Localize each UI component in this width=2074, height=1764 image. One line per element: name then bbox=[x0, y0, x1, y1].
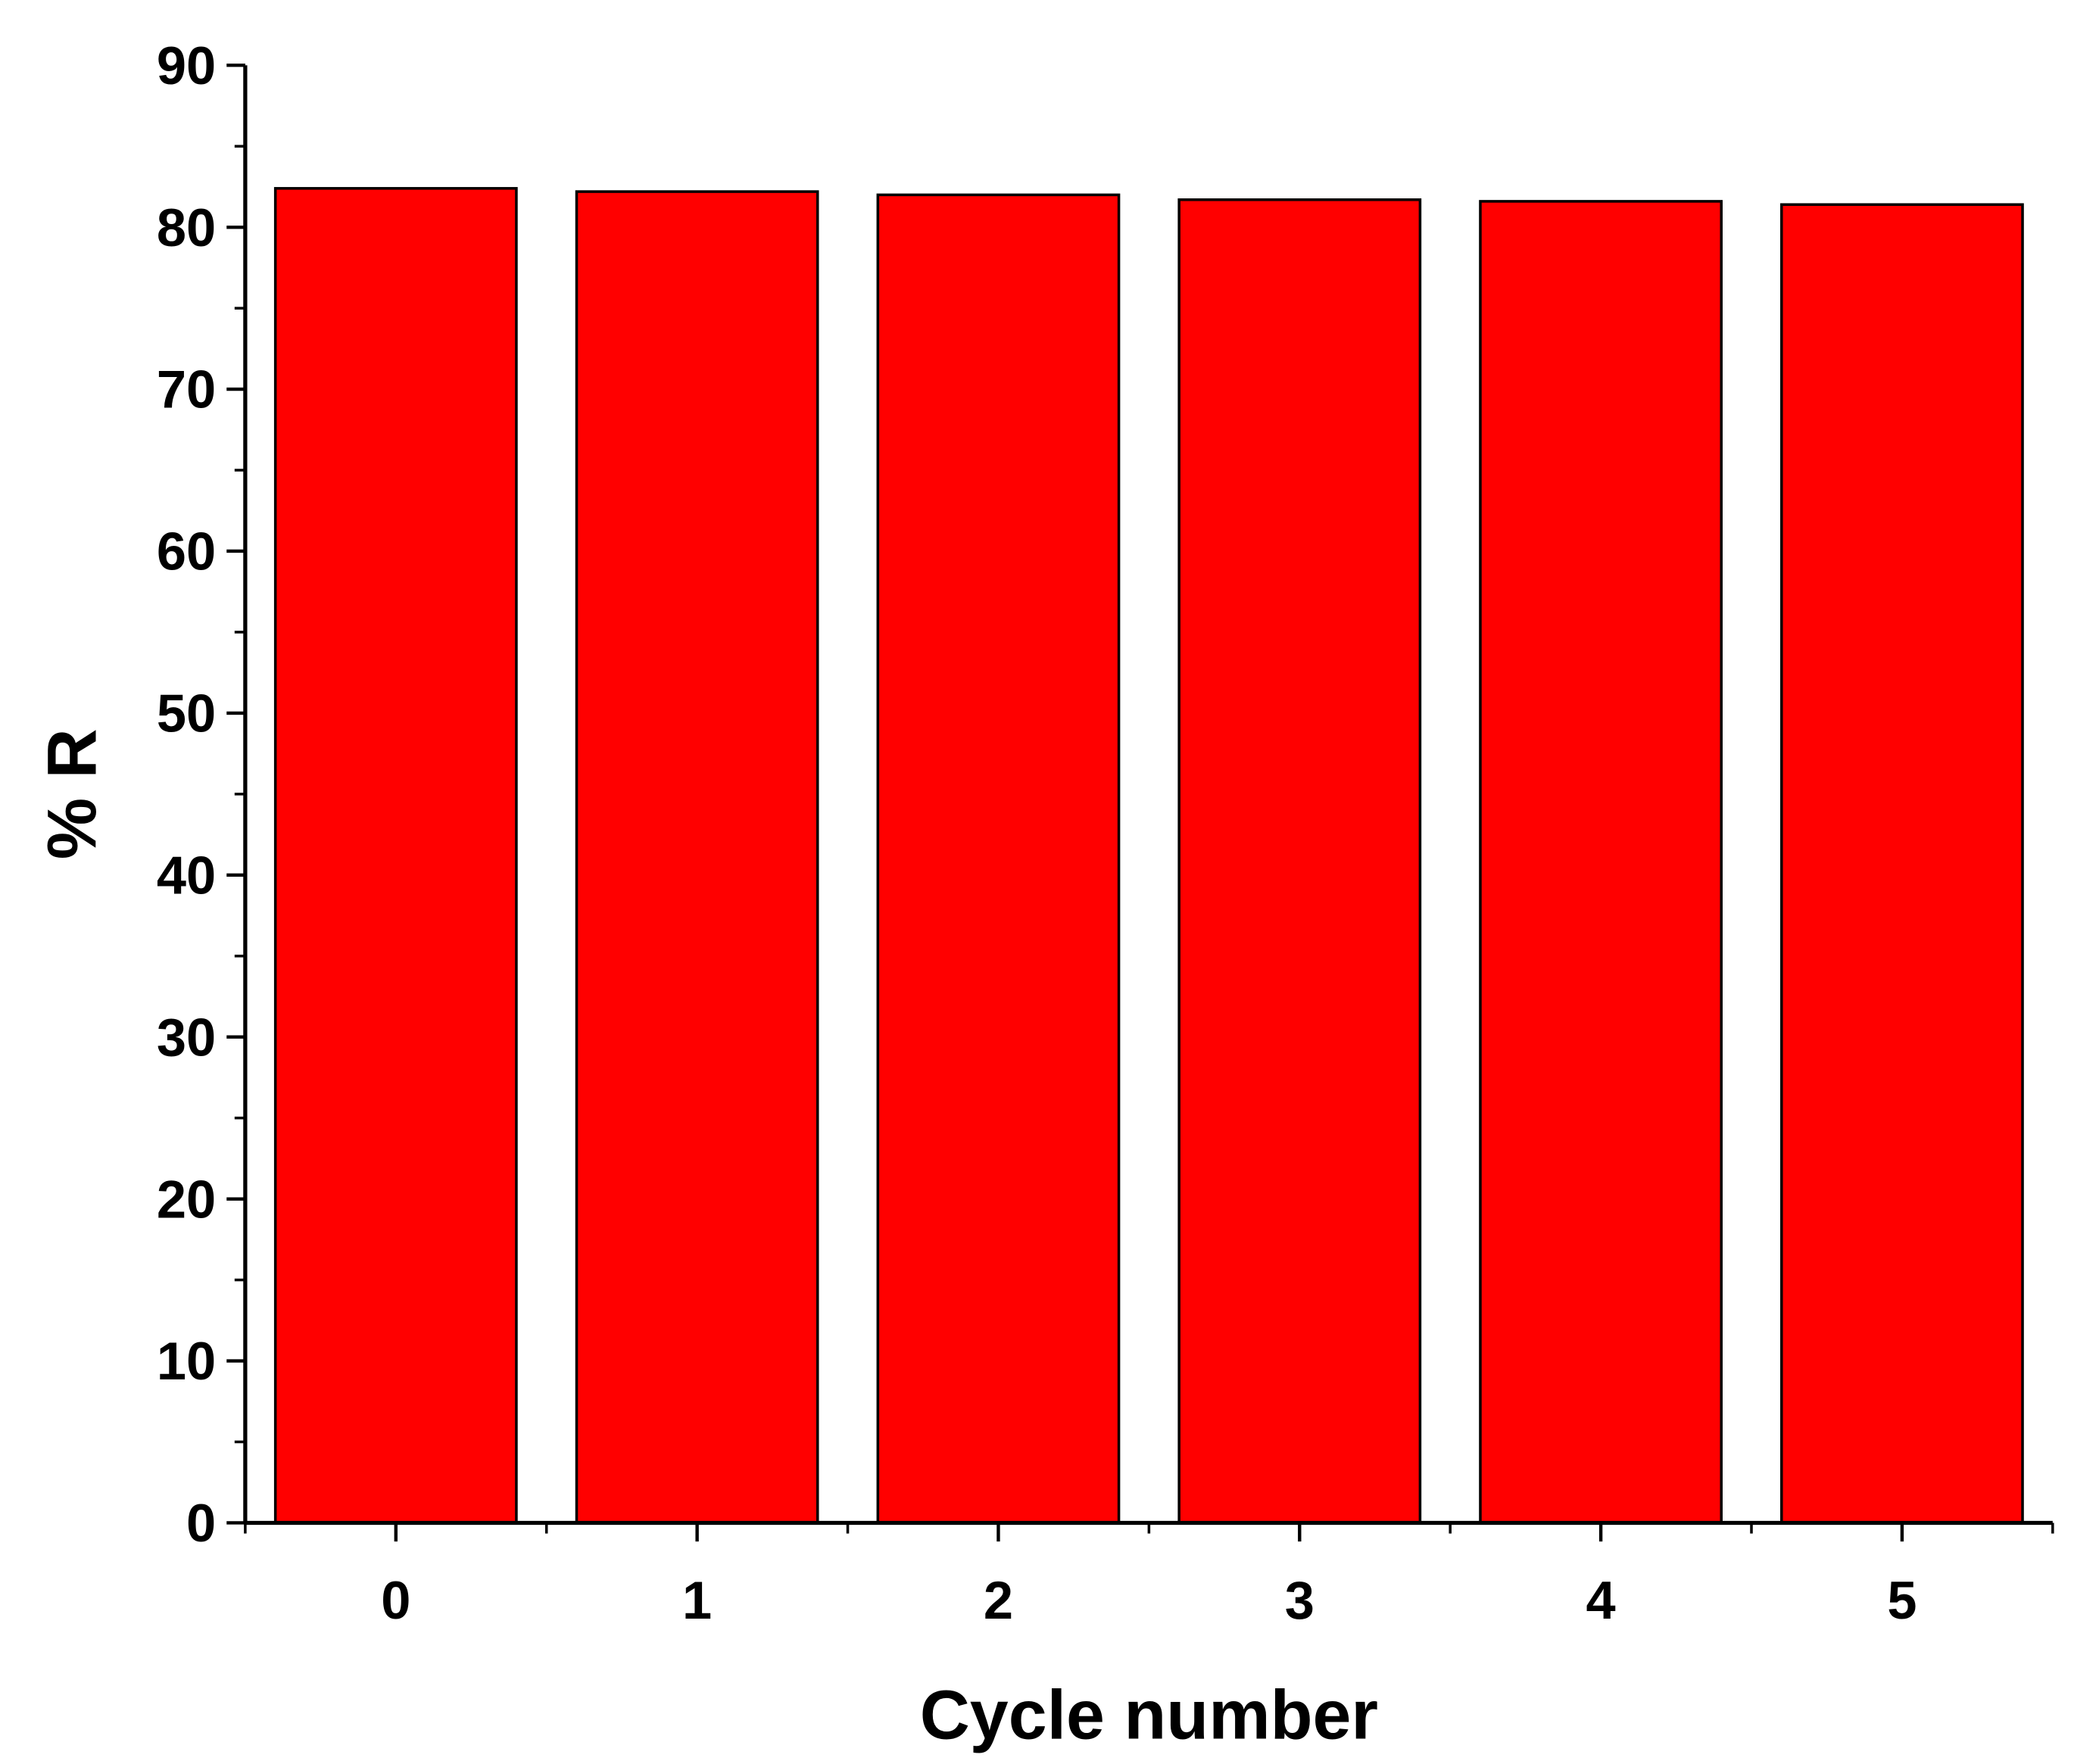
x-tick-label: 1 bbox=[682, 1570, 712, 1630]
x-tick-label: 4 bbox=[1586, 1570, 1616, 1630]
x-tick-label: 5 bbox=[1887, 1570, 1917, 1630]
y-tick-label: 20 bbox=[157, 1169, 216, 1229]
bar bbox=[273, 187, 518, 1525]
bar bbox=[1780, 203, 2024, 1525]
x-tick-label: 2 bbox=[984, 1570, 1013, 1630]
y-tick-label: 80 bbox=[157, 198, 216, 257]
x-tick-label: 3 bbox=[1285, 1570, 1315, 1630]
x-tick-label: 0 bbox=[381, 1570, 410, 1630]
y-tick-label: 90 bbox=[157, 36, 216, 95]
y-tick-label: 0 bbox=[186, 1493, 216, 1553]
y-tick-label: 10 bbox=[157, 1331, 216, 1391]
y-axis-title: % R bbox=[34, 728, 111, 859]
bar bbox=[1479, 200, 1723, 1525]
bar bbox=[1177, 198, 1422, 1525]
x-axis-title: Cycle number bbox=[920, 1677, 1378, 1754]
y-tick-label: 60 bbox=[157, 522, 216, 581]
bar bbox=[575, 190, 819, 1525]
y-tick-label: 70 bbox=[157, 360, 216, 419]
y-tick-label: 50 bbox=[157, 684, 216, 743]
bar bbox=[876, 193, 1121, 1525]
y-tick-label: 30 bbox=[157, 1007, 216, 1067]
y-tick-label: 40 bbox=[157, 845, 216, 905]
